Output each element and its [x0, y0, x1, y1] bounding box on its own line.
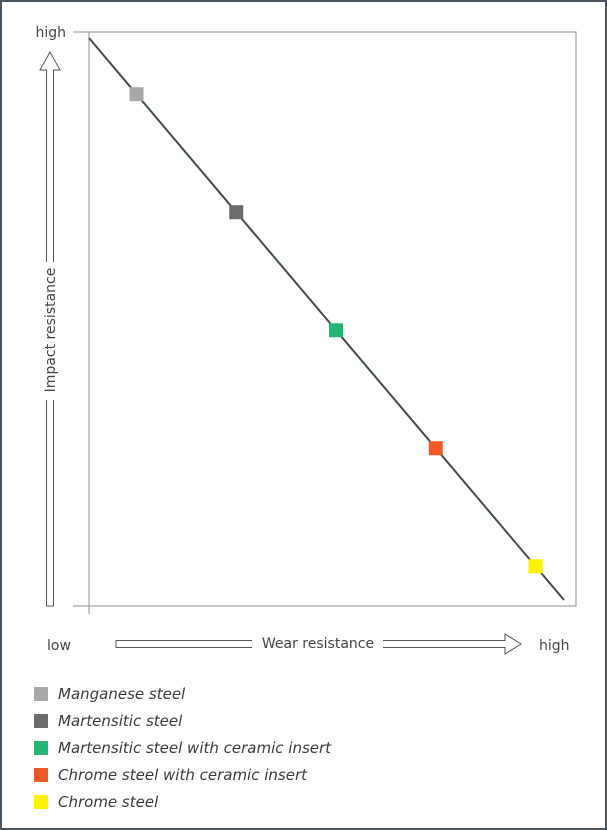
data-point-3: [329, 323, 343, 338]
legend-swatch: [34, 686, 48, 701]
y-tick-high: high: [35, 25, 66, 41]
legend-item: Chrome steel: [34, 788, 331, 815]
legend: Manganese steel Martensitic steel Martensi…: [34, 680, 331, 815]
legend-label: Manganese steel: [58, 684, 186, 703]
y-axis-arrow-lower: [46, 400, 54, 607]
data-point-5: [528, 559, 543, 574]
x-axis-label: Wear resistance: [262, 636, 374, 652]
legend-swatch: [34, 794, 48, 809]
data-point-1: [129, 87, 144, 102]
legend-label: Chrome steel: [58, 792, 159, 811]
legend-item: Martensitic steel with ceramic insert: [34, 734, 331, 761]
data-point-2: [229, 205, 244, 220]
x-tick-high: high: [539, 638, 570, 654]
legend-label: Chrome steel with ceramic insert: [58, 765, 308, 784]
data-point-4: [428, 441, 443, 456]
legend-label: Martensitic steel with ceramic insert: [58, 738, 332, 757]
legend-item: Martensitic steel: [34, 707, 331, 734]
legend-swatch: [34, 767, 48, 782]
plot-area: [88, 31, 577, 607]
x-axis-arrow-right: [383, 633, 522, 655]
legend-item: Manganese steel: [34, 680, 331, 707]
trend-line: [88, 37, 565, 601]
x-tick-low: low: [47, 638, 71, 654]
y-axis-arrow-upper: [39, 50, 61, 262]
legend-item: Chrome steel with ceramic insert: [34, 761, 331, 788]
y-axis-label: Impact resistance: [43, 268, 59, 393]
legend-swatch: [34, 740, 48, 755]
legend-label: Martensitic steel: [58, 711, 183, 730]
x-axis-arrow-left: [115, 640, 252, 648]
legend-swatch: [34, 713, 48, 728]
